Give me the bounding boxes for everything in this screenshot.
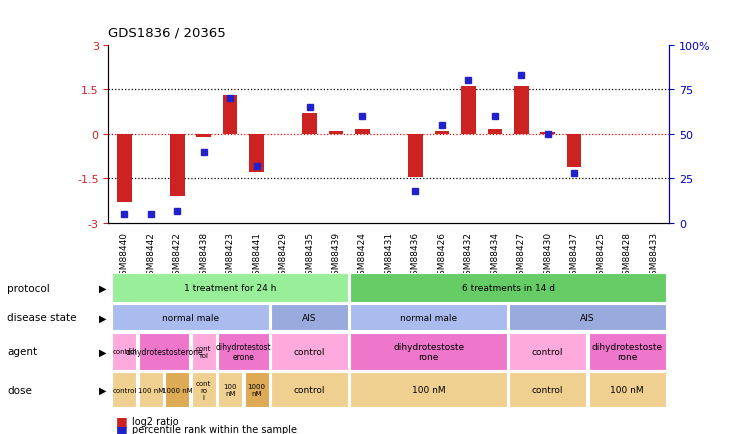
Bar: [249, 135, 264, 173]
Text: normal male: normal male: [162, 313, 219, 322]
Bar: [197, 135, 211, 138]
Text: 100 nM: 100 nM: [610, 385, 644, 394]
Bar: [435, 132, 449, 135]
Text: ▶: ▶: [99, 385, 106, 395]
Bar: [329, 132, 343, 135]
Text: AIS: AIS: [302, 313, 317, 322]
Text: GDS1836 / 20365: GDS1836 / 20365: [108, 26, 226, 39]
Text: control: control: [532, 347, 563, 356]
Text: cont
rol: cont rol: [196, 345, 212, 358]
Text: 1000
nM: 1000 nM: [248, 383, 266, 396]
Text: 100 nM: 100 nM: [412, 385, 446, 394]
Text: 6 treatments in 14 d: 6 treatments in 14 d: [462, 284, 554, 293]
Text: control: control: [112, 387, 137, 393]
Text: normal male: normal male: [400, 313, 457, 322]
Text: 100 nM: 100 nM: [138, 387, 164, 393]
Bar: [117, 135, 132, 203]
Text: ■: ■: [116, 414, 128, 427]
Text: control: control: [532, 385, 563, 394]
Text: ■: ■: [116, 423, 128, 434]
Text: 100
nM: 100 nM: [224, 383, 237, 396]
Text: 1 treatment for 24 h: 1 treatment for 24 h: [184, 284, 276, 293]
Text: 1000 nM: 1000 nM: [162, 387, 193, 393]
Text: ▶: ▶: [99, 313, 106, 322]
Text: ▶: ▶: [99, 283, 106, 293]
Text: agent: agent: [7, 347, 37, 356]
Text: cont
ro
l: cont ro l: [196, 380, 212, 400]
Bar: [461, 87, 476, 135]
Bar: [302, 114, 317, 135]
Text: percentile rank within the sample: percentile rank within the sample: [132, 424, 298, 434]
Text: disease state: disease state: [7, 313, 77, 322]
Bar: [223, 96, 237, 135]
Bar: [567, 135, 581, 167]
Text: dihydrotestosterone: dihydrotestosterone: [125, 347, 203, 356]
Text: control: control: [112, 349, 137, 355]
Bar: [408, 135, 423, 178]
Bar: [514, 87, 529, 135]
Text: control: control: [294, 347, 325, 356]
Text: dihydrotestoste
rone: dihydrotestoste rone: [393, 342, 465, 361]
Text: dose: dose: [7, 385, 32, 395]
Text: log2 ratio: log2 ratio: [132, 416, 179, 425]
Text: ▶: ▶: [99, 347, 106, 356]
Bar: [488, 130, 502, 135]
Bar: [541, 133, 555, 135]
Text: control: control: [294, 385, 325, 394]
Bar: [170, 135, 185, 197]
Bar: [355, 130, 370, 135]
Text: dihydrotestoste
rone: dihydrotestoste rone: [592, 342, 663, 361]
Text: protocol: protocol: [7, 283, 50, 293]
Text: dihydrotestost
erone: dihydrotestost erone: [215, 342, 272, 361]
Text: AIS: AIS: [580, 313, 595, 322]
